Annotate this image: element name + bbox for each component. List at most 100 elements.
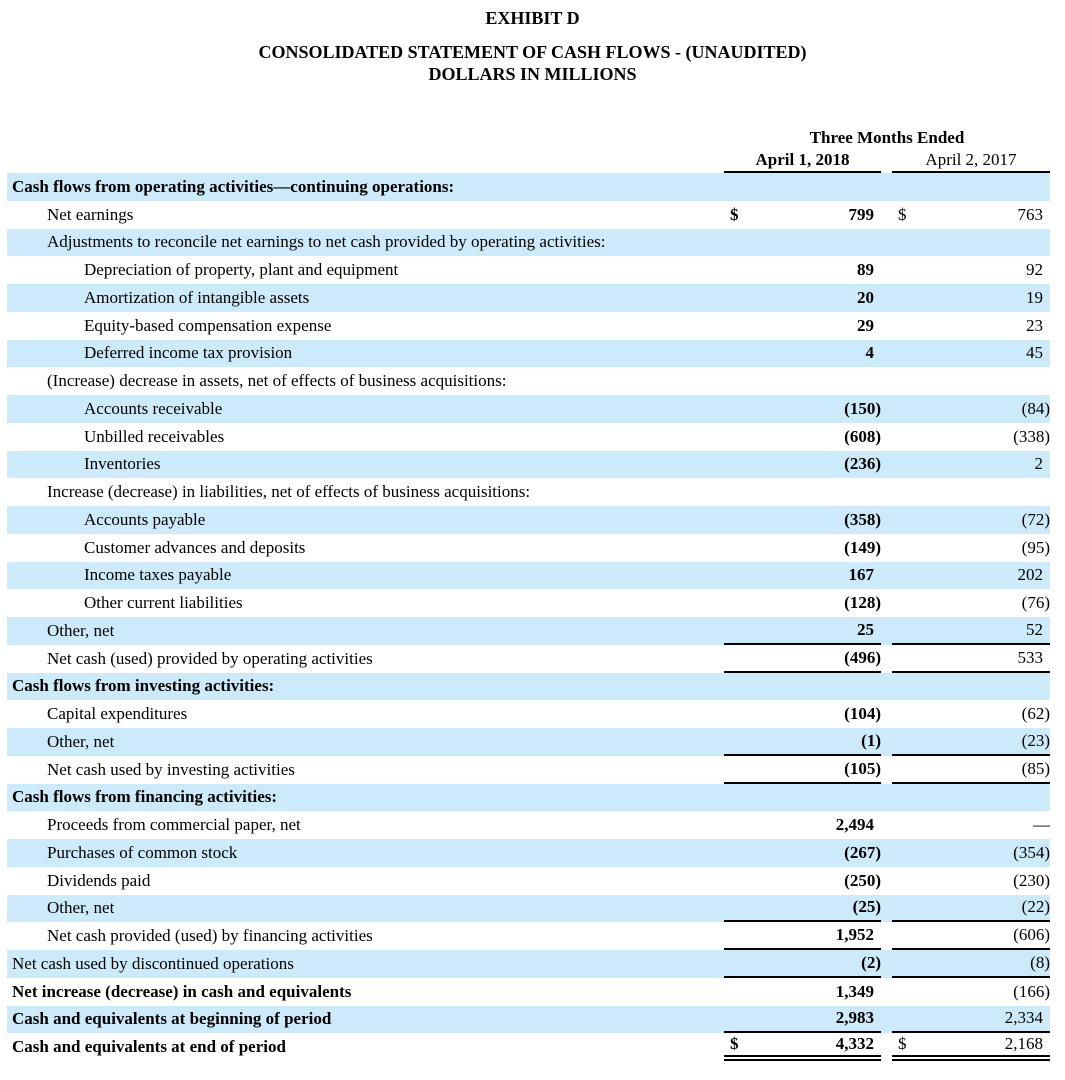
row-label: Other, net	[47, 620, 115, 640]
row-label: Increase (decrease) in liabilities, net …	[47, 482, 531, 502]
table-row: Depreciation of property, plant and equi…	[7, 256, 1050, 284]
value-2017: (230)	[892, 867, 1050, 895]
table-row: Customer advances and deposits (149) (95)	[7, 534, 1050, 562]
row-label: Cash and equivalents at beginning of per…	[12, 1009, 332, 1029]
row-label: Net earnings	[47, 204, 134, 224]
cell-value: (149)	[844, 537, 881, 557]
value-2017: 2,334	[892, 1006, 1050, 1034]
cell-value: (62)	[1021, 704, 1050, 724]
cell-value: (72)	[1021, 509, 1050, 529]
cell-value: 89	[857, 260, 874, 280]
cash-flow-table: Three Months Ended April 1, 2018 April 2…	[7, 128, 1050, 1061]
row-label: Depreciation of property, plant and equi…	[84, 260, 399, 280]
value-2018: (150)	[724, 395, 881, 423]
value-2017: (23)	[892, 728, 1050, 756]
value-2018: (2)	[724, 950, 881, 978]
table-row: Net cash used by investing activities (10…	[7, 756, 1050, 784]
cell-value: (250)	[844, 870, 881, 890]
value-2017: (606)	[892, 922, 1050, 950]
table-row: Income taxes payable 167 202	[7, 561, 1050, 590]
value-2018: $4,332	[724, 1033, 881, 1061]
dollar-sign: $	[730, 204, 739, 224]
row-label: Proceeds from commercial paper, net	[47, 815, 301, 835]
cell-value: (606)	[1013, 925, 1050, 945]
table-row: Net earnings $799 $763	[7, 201, 1050, 229]
row-label: Other, net	[47, 731, 115, 751]
value-2017: (62)	[892, 700, 1050, 728]
table-row: Amortization of intangible assets 20 19	[7, 284, 1050, 312]
cell-value: (128)	[844, 593, 881, 613]
cell-value: 2,494	[835, 815, 874, 835]
cell-value: (267)	[844, 842, 881, 862]
value-2018	[724, 784, 881, 812]
column-gap	[881, 149, 892, 173]
exhibit-title: EXHIBIT D	[485, 8, 580, 28]
value-2018: (236)	[724, 451, 881, 479]
cell-value: 2	[1034, 454, 1044, 474]
value-2017: 2	[892, 451, 1050, 479]
table-row: Dividends paid (250) (230)	[7, 867, 1050, 895]
value-2017: (354)	[892, 839, 1050, 867]
cell-value: (105)	[844, 758, 881, 778]
value-2018: (496)	[724, 645, 881, 673]
value-2018: (105)	[724, 756, 881, 784]
table-row: Deferred income tax provision 4 45	[7, 339, 1050, 368]
value-2018: (267)	[724, 839, 881, 867]
cell-value: (236)	[844, 454, 881, 474]
table-row: Net cash used by discontinued operations…	[7, 950, 1050, 978]
value-2018	[724, 367, 881, 395]
value-2018: $799	[724, 201, 881, 229]
cell-value: 533	[1017, 647, 1044, 667]
document-subtitles: CONSOLIDATED STATEMENT OF CASH FLOWS - (…	[0, 42, 1065, 86]
value-2017	[892, 367, 1050, 395]
cell-value: 763	[1017, 204, 1044, 224]
cell-value: 2,168	[1004, 1034, 1043, 1054]
table-row: Cash flows from investing activities:	[7, 672, 1050, 701]
dollar-sign: $	[898, 204, 907, 224]
table-row: Cash and equivalents at beginning of per…	[7, 1005, 1050, 1034]
value-2018: 4	[724, 340, 881, 368]
row-label: Purchases of common stock	[47, 842, 238, 862]
value-2017: 19	[892, 284, 1050, 312]
value-2017: 45	[892, 340, 1050, 368]
row-label: Net cash (used) provided by operating ac…	[47, 648, 373, 668]
value-2018: 167	[724, 562, 881, 590]
cell-value: (496)	[844, 647, 881, 667]
row-label: Equity-based compensation expense	[84, 315, 332, 335]
row-label: Net increase (decrease) in cash and equi…	[12, 981, 352, 1001]
table-row: Cash and equivalents at end of period $4,…	[7, 1033, 1050, 1061]
value-2018: (1)	[724, 728, 881, 756]
cell-value: (608)	[844, 426, 881, 446]
cell-value: 92	[1026, 260, 1043, 280]
units-note: DOLLARS IN MILLIONS	[428, 64, 637, 84]
cell-value: 29	[857, 315, 874, 335]
period-header: Three Months Ended	[809, 128, 965, 147]
cell-value: 45	[1026, 343, 1043, 363]
cell-value: (358)	[844, 509, 881, 529]
cell-value: (84)	[1021, 398, 1050, 418]
row-label: Deferred income tax provision	[84, 343, 293, 363]
value-2017: 23	[892, 312, 1050, 340]
value-2017: 202	[892, 562, 1050, 590]
value-2018: (250)	[724, 867, 881, 895]
row-label: Inventories	[84, 454, 161, 474]
table-row: Other, net (1) (23)	[7, 728, 1050, 756]
value-2017: (22)	[892, 895, 1050, 923]
value-2018	[724, 673, 881, 701]
column-header-2017: April 2, 2017	[892, 149, 1050, 173]
row-label: Net cash used by investing activities	[47, 759, 295, 779]
row-label: Accounts payable	[84, 509, 206, 529]
value-2018	[724, 173, 881, 201]
label-column-spacer	[7, 128, 724, 173]
table-row: Unbilled receivables (608) (338)	[7, 423, 1050, 451]
table-row: Cash flows from financing activities:	[7, 783, 1050, 812]
value-columns-header: Three Months Ended April 1, 2018 April 2…	[724, 128, 1050, 173]
table-header: Three Months Ended April 1, 2018 April 2…	[7, 128, 1050, 173]
row-label: (Increase) decrease in assets, net of ef…	[47, 371, 507, 391]
table-row: Purchases of common stock (267) (354)	[7, 839, 1050, 867]
table-row: (Increase) decrease in assets, net of ef…	[7, 367, 1050, 395]
cell-value: 799	[848, 204, 875, 224]
cell-value: (95)	[1021, 537, 1050, 557]
value-2018: 1,952	[724, 922, 881, 950]
cell-value: (230)	[1013, 870, 1050, 890]
